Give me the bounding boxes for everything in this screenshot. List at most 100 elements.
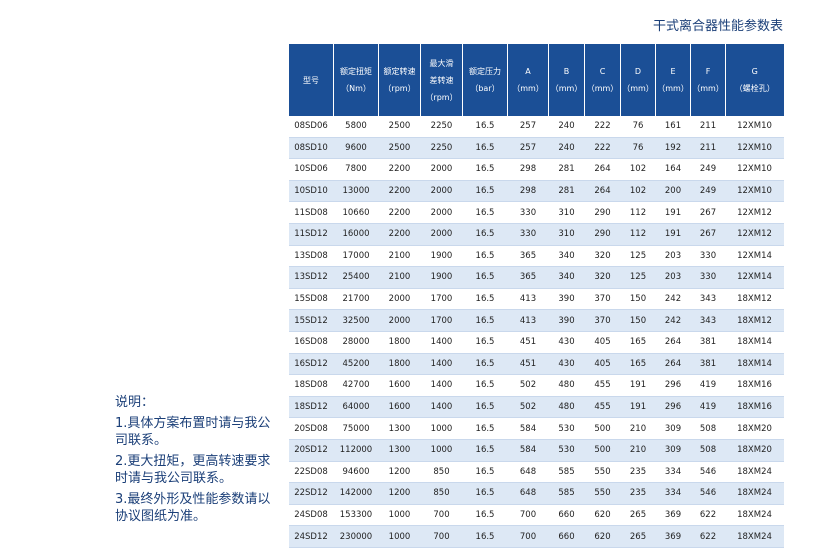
- table-cell: 76: [620, 116, 656, 138]
- table-cell: 340: [548, 266, 585, 289]
- table-cell: 45200: [333, 353, 379, 376]
- table-cell: 369: [655, 504, 691, 527]
- table-cell: 75000: [333, 417, 379, 440]
- table-cell: 502: [507, 396, 549, 419]
- table-row: 13SD08 17000 2100 1900 16.5 365 340 320 125 203 33…: [288, 245, 784, 268]
- table-cell: 584: [507, 417, 549, 440]
- table-cell: 2000: [420, 180, 463, 203]
- table-cell: 700: [507, 504, 549, 527]
- header-text: （mm）: [692, 84, 724, 93]
- table-cell: 480: [548, 396, 585, 419]
- table-cell: 12XM14: [725, 266, 784, 289]
- table-cell: 10SD10: [288, 180, 334, 203]
- header-text: G: [751, 67, 758, 76]
- table-cell: 16.5: [462, 201, 508, 224]
- header-text: （bar）: [470, 84, 500, 93]
- table-row: 18SD12 64000 1600 1400 16.5 502 480 455 191 296 41…: [288, 396, 784, 419]
- table-cell: 370: [584, 309, 621, 332]
- header-text: （mm）: [622, 84, 654, 93]
- table-cell: 211: [690, 116, 726, 138]
- table-cell: 330: [507, 201, 549, 224]
- table-row: 18SD08 42700 1600 1400 16.5 502 480 455 191 296 41…: [288, 374, 784, 397]
- table-cell: 76: [620, 137, 656, 160]
- table-cell: 18XM16: [725, 396, 784, 419]
- table-cell: 298: [507, 158, 549, 181]
- table-cell: 16.5: [462, 309, 508, 332]
- table-cell: 2000: [378, 309, 421, 332]
- table-cell: 451: [507, 353, 549, 376]
- table-cell: 16.5: [462, 180, 508, 203]
- table-cell: 1800: [378, 353, 421, 376]
- table-cell: 530: [548, 417, 585, 440]
- table-cell: 700: [507, 525, 549, 548]
- table-cell: 15SD08: [288, 288, 334, 311]
- table-cell: 365: [507, 245, 549, 268]
- table-row: 11SD12 16000 2200 2000 16.5 330 310 290 112 191 26…: [288, 223, 784, 246]
- table-cell: 16.5: [462, 504, 508, 527]
- table-cell: 296: [655, 374, 691, 397]
- header-cell: F （mm）: [690, 44, 726, 116]
- table-body: 08SD06 5800 2500 2250 16.5 257 240 222 76 161 211 1…: [288, 116, 784, 548]
- table-cell: 12XM12: [725, 201, 784, 224]
- table-cell: 18SD08: [288, 374, 334, 397]
- table-cell: 264: [655, 353, 691, 376]
- table-cell: 546: [690, 461, 726, 484]
- header-text: D: [634, 67, 642, 76]
- header-cell: C （mm）: [584, 44, 621, 116]
- header-text: （mm）: [657, 84, 689, 93]
- page-title: 干式离合器性能参数表: [652, 19, 783, 34]
- table-cell: 1400: [420, 353, 463, 376]
- table-cell: 42700: [333, 374, 379, 397]
- table-cell: 381: [690, 353, 726, 376]
- table-cell: 334: [655, 461, 691, 484]
- table-cell: 7800: [333, 158, 379, 181]
- table-cell: 1700: [420, 309, 463, 332]
- table-cell: 330: [690, 245, 726, 268]
- table-cell: 648: [507, 461, 549, 484]
- table-row: 24SD08 153300 1000 700 16.5 700 660 620 265 369 62…: [288, 504, 784, 527]
- table-cell: 2500: [378, 137, 421, 160]
- note-item: 3.最终外形及性能参数请以协议图纸为准。: [115, 492, 271, 524]
- table-cell: 22SD12: [288, 482, 334, 505]
- header-text: 差转速: [429, 75, 454, 85]
- table-cell: 16000: [333, 223, 379, 246]
- table-cell: 28000: [333, 331, 379, 354]
- table-cell: 500: [584, 439, 621, 462]
- table-cell: 150: [620, 309, 656, 332]
- table-cell: 125: [620, 266, 656, 289]
- header-text: （rpm）: [383, 84, 416, 93]
- table-cell: 13000: [333, 180, 379, 203]
- table-cell: 21700: [333, 288, 379, 311]
- table-cell: 2000: [378, 288, 421, 311]
- table-cell: 390: [548, 288, 585, 311]
- table-cell: 16.5: [462, 461, 508, 484]
- table-row: 24SD12 230000 1000 700 16.5 700 660 620 265 369 62…: [288, 525, 784, 548]
- table-cell: 2200: [378, 201, 421, 224]
- table-cell: 343: [690, 288, 726, 311]
- table-cell: 413: [507, 309, 549, 332]
- table-cell: 267: [690, 223, 726, 246]
- table-cell: 309: [655, 439, 691, 462]
- table-cell: 340: [548, 245, 585, 268]
- table-cell: 1300: [378, 417, 421, 440]
- table-cell: 191: [620, 396, 656, 419]
- table-cell: 16.5: [462, 266, 508, 289]
- header-text: 型号: [303, 75, 319, 85]
- table-cell: 455: [584, 396, 621, 419]
- table-cell: 648: [507, 482, 549, 505]
- table-cell: 150: [620, 288, 656, 311]
- table-cell: 530: [548, 439, 585, 462]
- table-cell: 430: [548, 353, 585, 376]
- header-text: E: [670, 67, 676, 76]
- table-cell: 12XM12: [725, 223, 784, 246]
- table-cell: 365: [507, 266, 549, 289]
- table-cell: 320: [584, 245, 621, 268]
- table-cell: 12XM10: [725, 158, 784, 181]
- table-cell: 1200: [378, 482, 421, 505]
- table-cell: 32500: [333, 309, 379, 332]
- header-cell: G （螺栓孔）: [725, 44, 784, 116]
- table-cell: 2200: [378, 158, 421, 181]
- table-cell: 16.5: [462, 396, 508, 419]
- table-cell: 264: [655, 331, 691, 354]
- table-cell: 1200: [378, 461, 421, 484]
